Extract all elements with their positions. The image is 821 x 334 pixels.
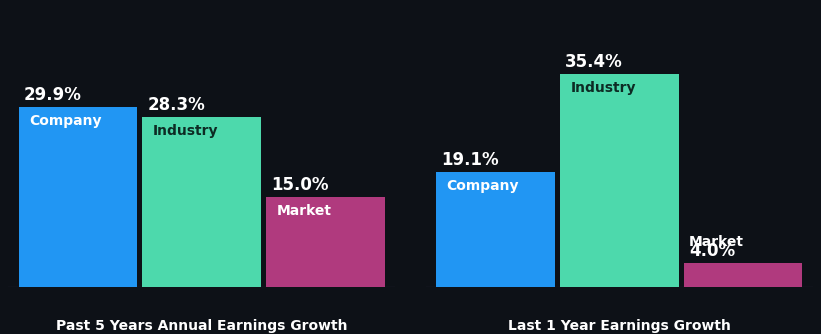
Bar <box>684 263 802 287</box>
Bar <box>560 74 679 287</box>
Text: 4.0%: 4.0% <box>689 242 735 260</box>
Bar <box>19 107 137 287</box>
Text: Past 5 Years Annual Earnings Growth: Past 5 Years Annual Earnings Growth <box>56 319 347 333</box>
Text: 35.4%: 35.4% <box>565 53 623 71</box>
Text: 19.1%: 19.1% <box>442 151 499 169</box>
Bar <box>436 172 555 287</box>
Text: 15.0%: 15.0% <box>271 176 328 194</box>
Bar <box>142 117 261 287</box>
Text: Last 1 Year Earnings Growth: Last 1 Year Earnings Growth <box>508 319 731 333</box>
Bar <box>266 197 385 287</box>
Text: Market: Market <box>689 235 744 249</box>
Text: Company: Company <box>29 114 101 128</box>
Text: Industry: Industry <box>153 124 218 138</box>
Text: 29.9%: 29.9% <box>24 86 81 104</box>
Text: Industry: Industry <box>571 81 636 95</box>
Text: Market: Market <box>277 204 332 218</box>
Text: 28.3%: 28.3% <box>148 96 205 114</box>
Text: Company: Company <box>447 179 519 193</box>
